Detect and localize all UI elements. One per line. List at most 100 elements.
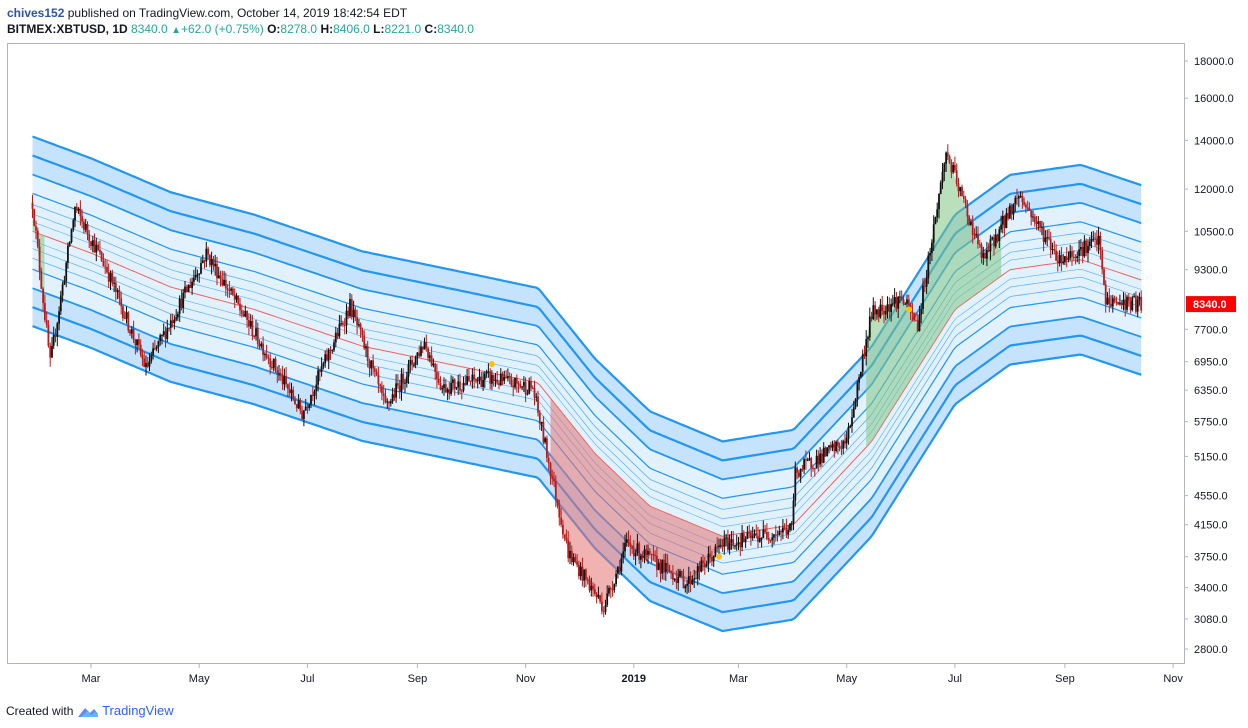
candle-body (164, 331, 167, 340)
signal-dot (716, 553, 722, 560)
candle-body (735, 544, 738, 546)
candle-body (929, 253, 931, 256)
candle-body (753, 533, 756, 536)
candle-body (994, 234, 997, 247)
candle-body (971, 222, 974, 235)
symbol-label[interactable]: BITMEX:XBTUSD, 1D (7, 22, 128, 36)
candle-body (989, 239, 992, 252)
candle-body (640, 555, 642, 560)
candle-body (471, 374, 474, 382)
candle-body (899, 296, 901, 298)
candle-body (711, 556, 713, 562)
candle-body (1087, 246, 1089, 253)
candle-body (769, 540, 772, 542)
candle-body (104, 266, 107, 268)
candle-body (1003, 216, 1006, 228)
candle-body (970, 222, 972, 225)
candle-body (574, 557, 577, 562)
candle-body (365, 346, 367, 349)
candle-body (221, 279, 224, 286)
candle-body (331, 350, 334, 352)
candle-body (201, 260, 204, 263)
candle-body (1012, 203, 1015, 215)
candle-body (464, 383, 467, 385)
candle-body (519, 384, 522, 388)
candle-body (867, 337, 869, 340)
candle-body (897, 296, 900, 309)
candle-body (216, 263, 218, 279)
tradingview-brand[interactable]: TradingView (102, 703, 174, 718)
candle-body (1026, 207, 1029, 209)
candle-body (650, 553, 653, 555)
candle-body (31, 202, 34, 209)
candle-body (939, 182, 942, 194)
y-tick-label: 9300.0 (1194, 265, 1228, 277)
candle-body (1060, 255, 1063, 264)
candle-body (118, 290, 121, 299)
candle-body (782, 527, 784, 533)
candle-body (65, 262, 68, 281)
candle-body (91, 240, 94, 247)
footer: Created with TradingView (6, 703, 174, 718)
candle-body (61, 284, 64, 296)
candle-body (709, 553, 711, 557)
candle-body (196, 274, 199, 276)
candle-body (767, 538, 770, 541)
candle-body (526, 393, 529, 395)
candle-body (654, 555, 656, 557)
candle-body (693, 578, 696, 580)
candle-body (821, 453, 823, 463)
candle-body (941, 171, 944, 183)
candle-body (1048, 237, 1050, 239)
candle-body (801, 469, 804, 471)
candle-body (251, 321, 254, 336)
candle-body (432, 363, 435, 366)
candle-body (303, 410, 305, 419)
candle-body (318, 370, 321, 372)
candle-body (457, 381, 460, 388)
candle-body (847, 426, 850, 438)
candle-body (872, 305, 875, 319)
candle-body (718, 545, 720, 548)
candle-body (503, 377, 506, 381)
candles (31, 144, 1143, 618)
candle-body (373, 368, 376, 372)
candle-body (1016, 197, 1018, 199)
candle-body (799, 469, 802, 477)
candle-body (588, 579, 591, 591)
candle-body (996, 234, 999, 242)
candle-body (278, 373, 280, 375)
candle-body (347, 310, 350, 317)
candle-body (771, 537, 774, 541)
candle-body (359, 324, 362, 330)
candle-body (695, 578, 697, 580)
candle-body (984, 252, 986, 259)
candle-body (430, 355, 433, 366)
candle-body (915, 320, 917, 322)
candle-body (579, 566, 582, 577)
candle-body (391, 394, 394, 402)
candle-body (670, 571, 672, 574)
candle-body (854, 399, 857, 408)
candle-body (796, 467, 798, 473)
candle-body (567, 540, 570, 559)
x-tick-label: Mar (729, 673, 748, 685)
author-link[interactable]: chives152 (7, 6, 65, 20)
candle-body (345, 310, 348, 326)
candle-body (904, 303, 907, 305)
close-key: C: (424, 22, 438, 36)
candle-body (409, 360, 412, 365)
candle-body (1042, 226, 1045, 242)
candle-body (233, 294, 236, 300)
x-tick-label: Nov (1163, 673, 1183, 685)
band-midline (32, 230, 1142, 537)
price-axis[interactable]: 18000.0 16000.0 14000.0 12000.0 10500.0 9300.… (1184, 56, 1234, 656)
candle-body (1053, 249, 1056, 251)
open-key: O: (267, 22, 281, 36)
time-axis[interactable]: Mar May Jul Sep Nov 2019 Mar May Jul Sep Nov (82, 664, 1184, 685)
candle-body (829, 445, 832, 448)
candle-body (242, 314, 245, 317)
candle-body (207, 248, 209, 255)
candle-body (618, 566, 621, 572)
